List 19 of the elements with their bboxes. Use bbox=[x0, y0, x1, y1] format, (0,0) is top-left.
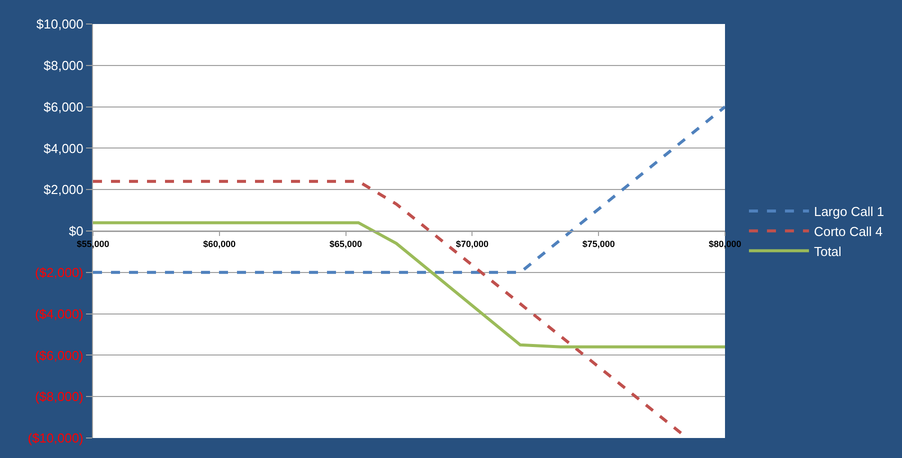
y-tick-label: $8,000 bbox=[44, 58, 84, 73]
legend-label: Total bbox=[814, 244, 842, 259]
y-tick-label: ($4,000) bbox=[34, 306, 84, 322]
x-tick-label: $65,000 bbox=[330, 238, 362, 249]
x-tick-label: $75,000 bbox=[582, 238, 615, 249]
y-tick-label: $4,000 bbox=[44, 140, 84, 156]
y-tick-label: $10,000 bbox=[36, 16, 84, 32]
y-tick-label: $2,000 bbox=[44, 182, 84, 198]
y-tick-label: ($10,000) bbox=[28, 430, 84, 446]
y-tick-label: $6,000 bbox=[44, 99, 84, 114]
x-tick-label: $70,000 bbox=[456, 238, 488, 249]
legend-label: Largo Call 1 bbox=[814, 204, 884, 220]
y-tick-label: ($6,000) bbox=[34, 348, 84, 363]
y-tick-label: $0 bbox=[68, 224, 84, 239]
y-tick-label: ($2,000) bbox=[34, 264, 84, 280]
y-tick-label: ($8,000) bbox=[34, 389, 84, 404]
x-tick-label: $80,000 bbox=[708, 238, 742, 249]
legend-label: Corto Call 4 bbox=[814, 224, 883, 239]
x-tick-label: $60,000 bbox=[203, 238, 236, 249]
